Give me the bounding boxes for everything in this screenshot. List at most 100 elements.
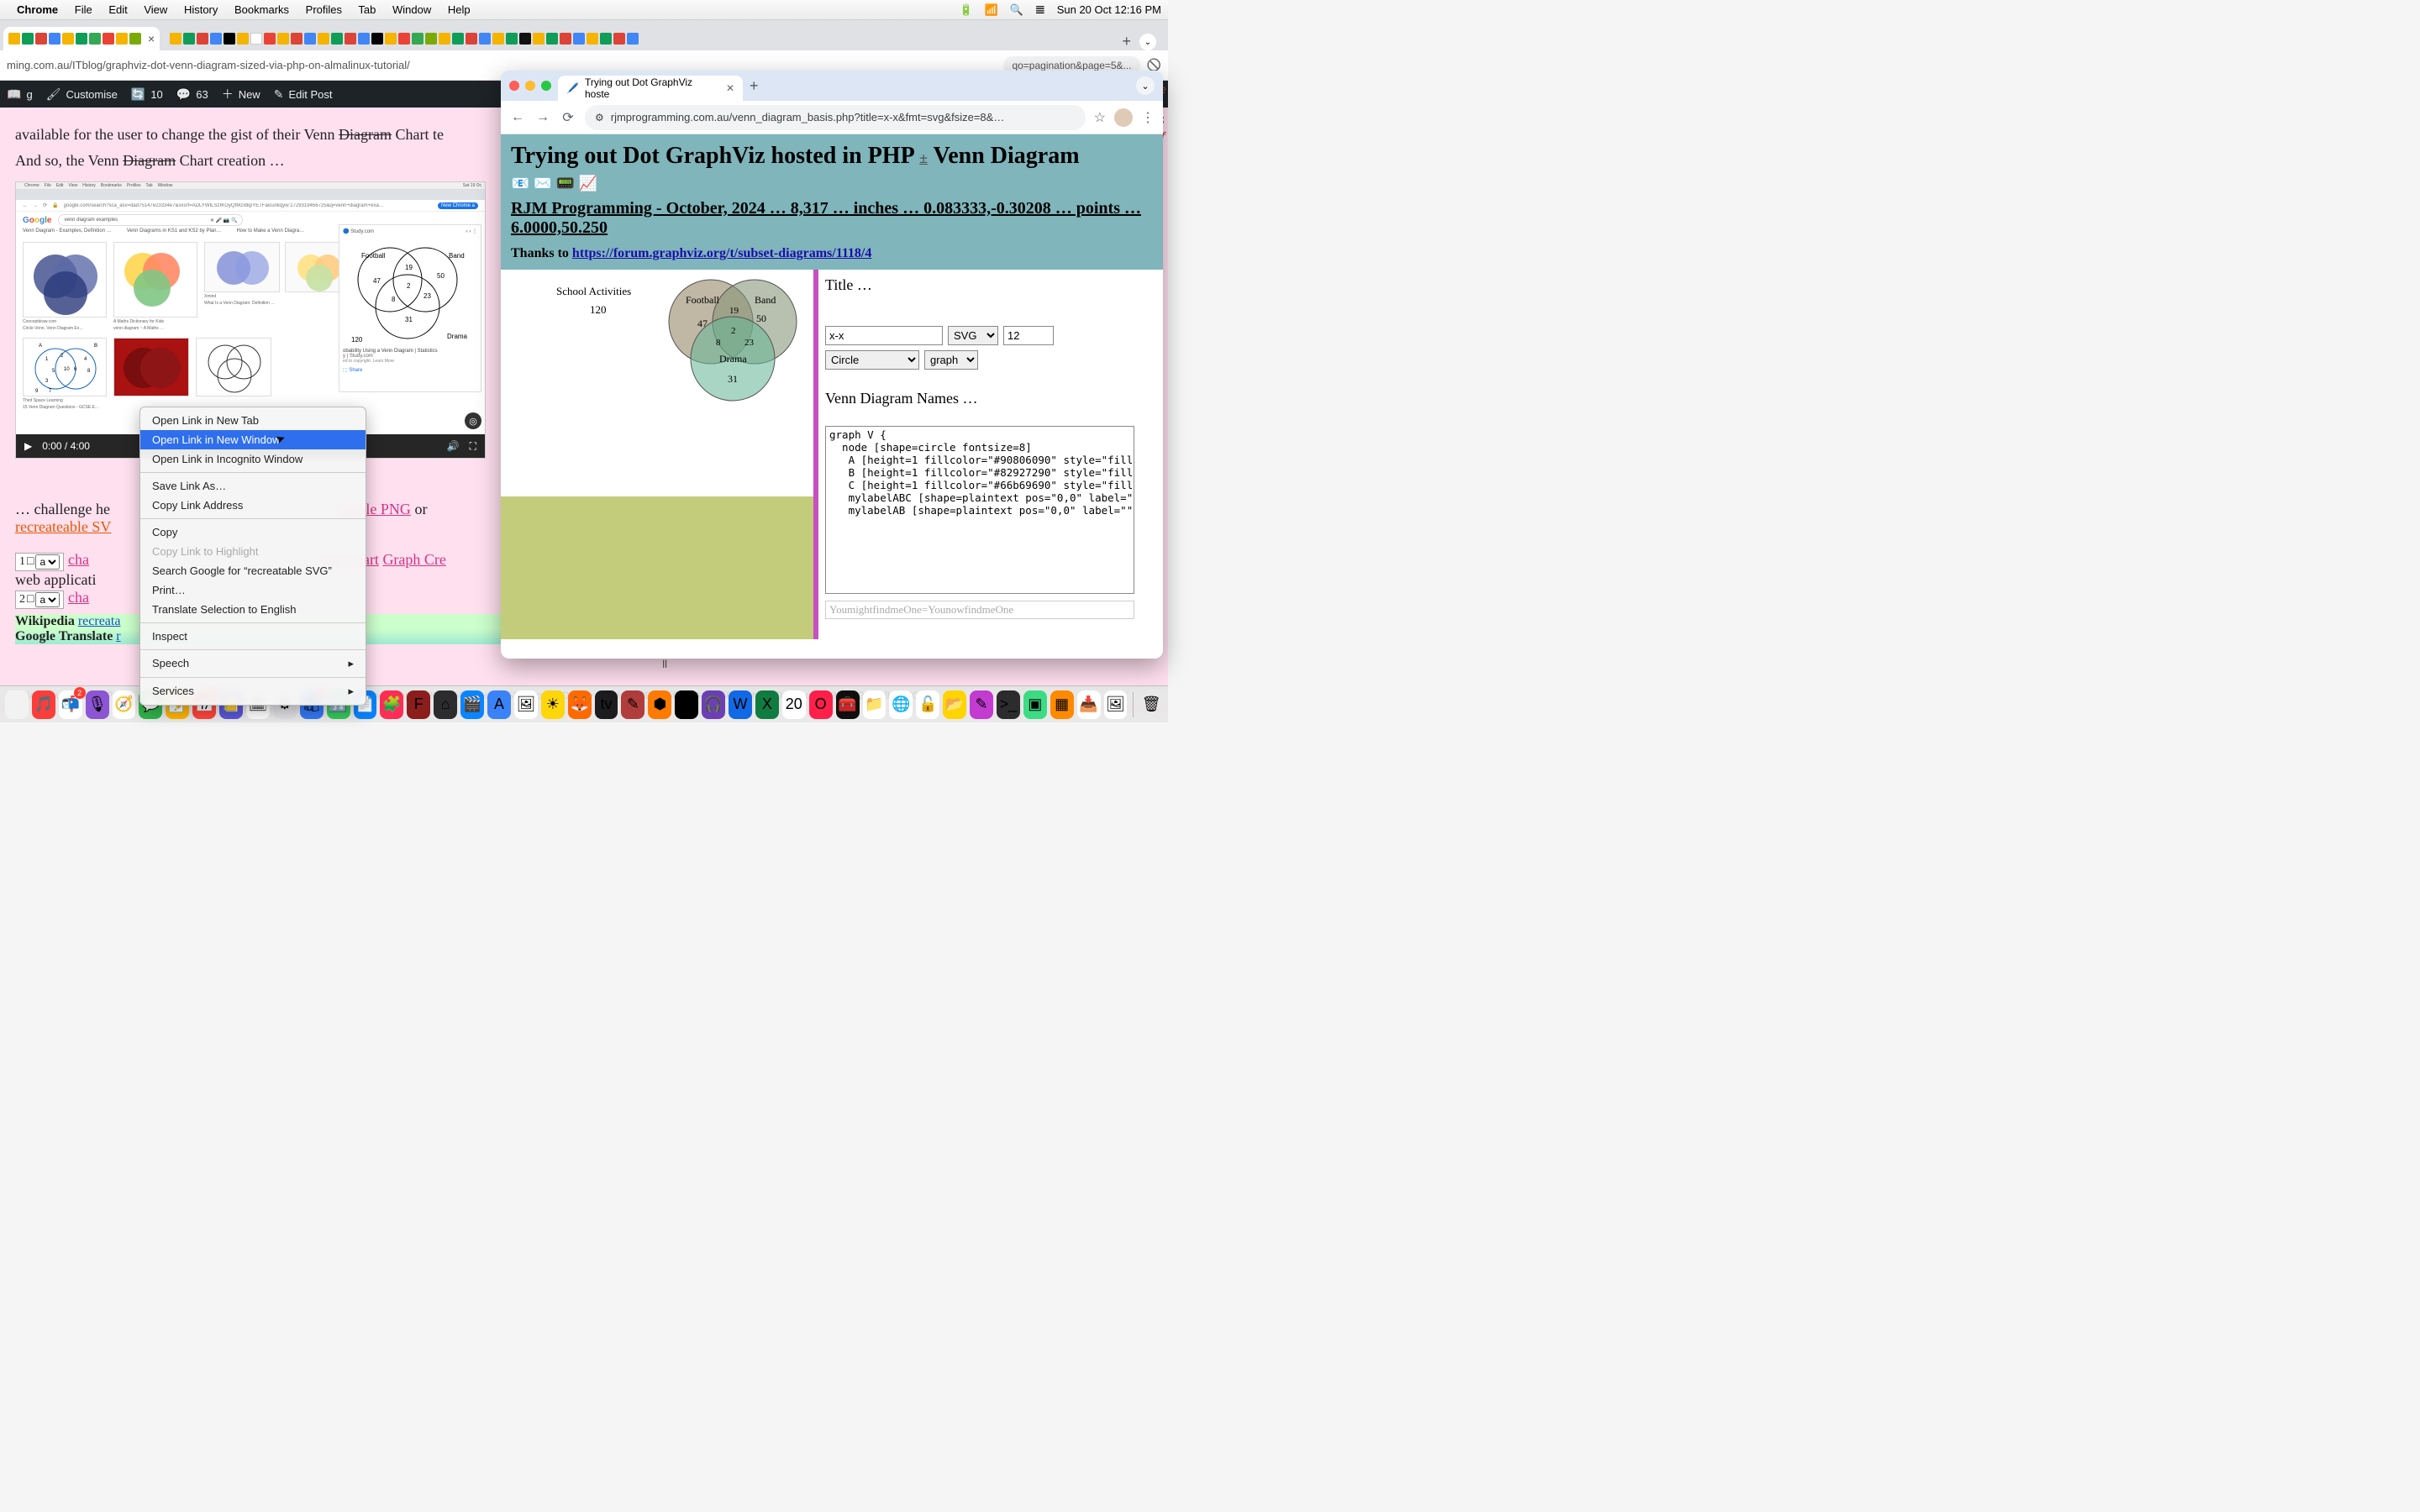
title-input[interactable] (825, 326, 943, 345)
ctx-open-link-in-new-window[interactable]: Open Link in New Window (140, 430, 366, 449)
opera-icon[interactable]: O (809, 690, 833, 719)
menu-file[interactable]: File (75, 3, 92, 16)
ctx-print-[interactable]: Print… (140, 580, 366, 600)
play-button[interactable]: ▶ (24, 440, 32, 452)
mail-icon[interactable]: 📬2 (59, 690, 82, 719)
app-icon-8[interactable]: 🧰 (836, 690, 860, 719)
app-icon-12[interactable]: 🖼 (1104, 690, 1128, 719)
graph-cre-link[interactable]: Graph Cre (382, 551, 445, 568)
menu-history[interactable]: History (184, 3, 218, 16)
wifi-icon[interactable]: 📶 (985, 3, 998, 17)
ctx-open-link-in-incognito-window[interactable]: Open Link in Incognito Window (140, 449, 366, 469)
folder-icon-2[interactable]: 📂 (943, 690, 966, 719)
menubar-clock[interactable]: Sun 20 Oct 12:16 PM (1057, 3, 1161, 16)
folder-icon-1[interactable]: 📁 (863, 690, 886, 719)
fullscreen-icon[interactable]: ⛶ (470, 440, 476, 453)
app-icon-2[interactable]: A (487, 690, 511, 719)
bookmark-icon[interactable]: ☆ (1094, 109, 1106, 126)
address-bar[interactable]: ⚙ rjmprogramming.com.au/venn_diagram_bas… (585, 105, 1086, 130)
wp-edit[interactable]: ✎Edit Post (274, 87, 333, 102)
traffic-lights[interactable] (509, 81, 551, 91)
fg-new-tab-button[interactable]: + (750, 77, 759, 95)
ctx-search-google-for-recreatable-svg-[interactable]: Search Google for “recreatable SVG” (140, 561, 366, 580)
list-box-2[interactable]: 2□a (15, 591, 64, 609)
chrome-icon[interactable]: 🌐 (889, 690, 913, 719)
reload-icon[interactable]: ⟳ (560, 109, 576, 126)
back-icon[interactable]: ← (509, 110, 526, 125)
fg-tab[interactable]: 🖊️ Trying out Dot GraphViz hoste ✕ (558, 76, 743, 101)
menu-window[interactable]: Window (392, 3, 431, 16)
date-icon[interactable]: 20 (782, 690, 806, 719)
spotlight-icon[interactable]: 🔍 (1010, 3, 1023, 17)
fg-tab-overflow-button[interactable]: ⌄ (1136, 76, 1155, 95)
ctx-services[interactable]: Services▸ (140, 681, 366, 701)
unit-select-1[interactable]: a (35, 554, 60, 570)
appletv-icon[interactable]: tv (595, 690, 618, 719)
tab-overflow-button[interactable]: ⌄ (1139, 34, 1156, 50)
app-icon-6[interactable]: B (675, 690, 698, 719)
header-icons[interactable]: 📧 ✉️ 📟 📈 (511, 175, 1153, 192)
active-tab[interactable]: × (3, 27, 160, 50)
app-icon-7[interactable]: 🎧 (702, 690, 725, 719)
zoom-icon[interactable]: 🎬 (460, 690, 484, 719)
kebab-icon[interactable]: ⋮ (1141, 109, 1155, 126)
fg-tab-close-icon[interactable]: ✕ (726, 82, 734, 94)
app-icon-3[interactable]: ☀︎ (541, 690, 565, 719)
forward-icon[interactable]: → (534, 110, 551, 125)
control-center-icon[interactable]: 𝌆 (1035, 3, 1045, 17)
ctx-translate-selection-to-english[interactable]: Translate Selection to English (140, 600, 366, 619)
app-icon-4[interactable]: ✎ (621, 690, 644, 719)
unit-select-2[interactable]: a (35, 592, 60, 607)
wp-customise[interactable]: 🖌Customise (46, 87, 118, 102)
app-icon-11[interactable]: ▦ (1050, 690, 1074, 719)
finder-icon[interactable] (5, 690, 29, 719)
menu-bookmarks[interactable]: Bookmarks (234, 3, 289, 16)
wp-comments[interactable]: 💬63 (176, 87, 208, 102)
recreateable-svg-link[interactable]: recreateable SV (15, 518, 111, 535)
ctx-copy[interactable]: Copy (140, 522, 366, 542)
cha-link-2[interactable]: cha (68, 589, 89, 606)
menu-edit[interactable]: Edit (108, 3, 127, 16)
lens-icon[interactable]: ◎ (465, 412, 481, 429)
thanks-link[interactable]: https://forum.graphviz.org/t/subset-diag… (572, 246, 871, 260)
wp-updates[interactable]: 🔄10 (131, 87, 163, 102)
trash-icon[interactable]: 🗑 (1139, 690, 1163, 719)
gt-link[interactable]: r (116, 629, 120, 643)
ctx-inspect[interactable]: Inspect (140, 627, 366, 646)
menu-tab[interactable]: Tab (358, 3, 376, 16)
android-icon[interactable]: ▣ (1023, 690, 1047, 719)
site-info-icon[interactable]: ⚙ (595, 112, 604, 123)
ctx-copy-link-address[interactable]: Copy Link Address (140, 496, 366, 515)
app-icon-5[interactable]: ⬢ (648, 690, 671, 719)
downloads-icon[interactable]: 📥 (1077, 690, 1101, 719)
tab-close-icon[interactable]: × (148, 32, 155, 45)
filezilla-icon[interactable]: F (407, 690, 430, 719)
profile-avatar[interactable] (1114, 108, 1133, 127)
battery-icon[interactable]: 🔋 (959, 3, 972, 17)
shape-select[interactable]: Circle (825, 350, 919, 370)
safari-icon[interactable]: 🧭 (113, 690, 136, 719)
ctx-speech[interactable]: Speech▸ (140, 654, 366, 674)
podcast-icon[interactable]: 🎙 (86, 690, 109, 719)
volume-icon[interactable]: 🔊 (447, 440, 460, 452)
wp-new[interactable]: ＋New (222, 86, 260, 102)
cha-link-1[interactable]: cha (68, 551, 89, 568)
word-icon[interactable]: W (729, 690, 752, 719)
menu-view[interactable]: View (144, 3, 167, 16)
new-tab-button[interactable]: + (1122, 33, 1131, 50)
app-icon-9[interactable]: 🔓 (916, 690, 939, 719)
list-box-1[interactable]: 1□a (15, 553, 64, 571)
ctx-open-link-in-new-tab[interactable]: Open Link in New Tab (140, 411, 366, 430)
code-textarea[interactable] (825, 426, 1134, 594)
preview-icon[interactable]: 🖼 (514, 690, 538, 719)
terminal-icon[interactable]: >_ (997, 690, 1020, 719)
other-tabs[interactable] (165, 27, 1113, 50)
app-icon-1[interactable]: 🧩 (380, 690, 403, 719)
menu-profiles[interactable]: Profiles (306, 3, 342, 16)
ctx-save-link-as-[interactable]: Save Link As… (140, 476, 366, 496)
wiki-link[interactable]: recreata (78, 614, 121, 628)
fsize-input[interactable] (1003, 326, 1054, 345)
firefox-icon[interactable]: 🦊 (568, 690, 592, 719)
wp-reader-icon[interactable]: 📖g (7, 87, 33, 102)
app-icon-10[interactable]: ✎ (970, 690, 993, 719)
